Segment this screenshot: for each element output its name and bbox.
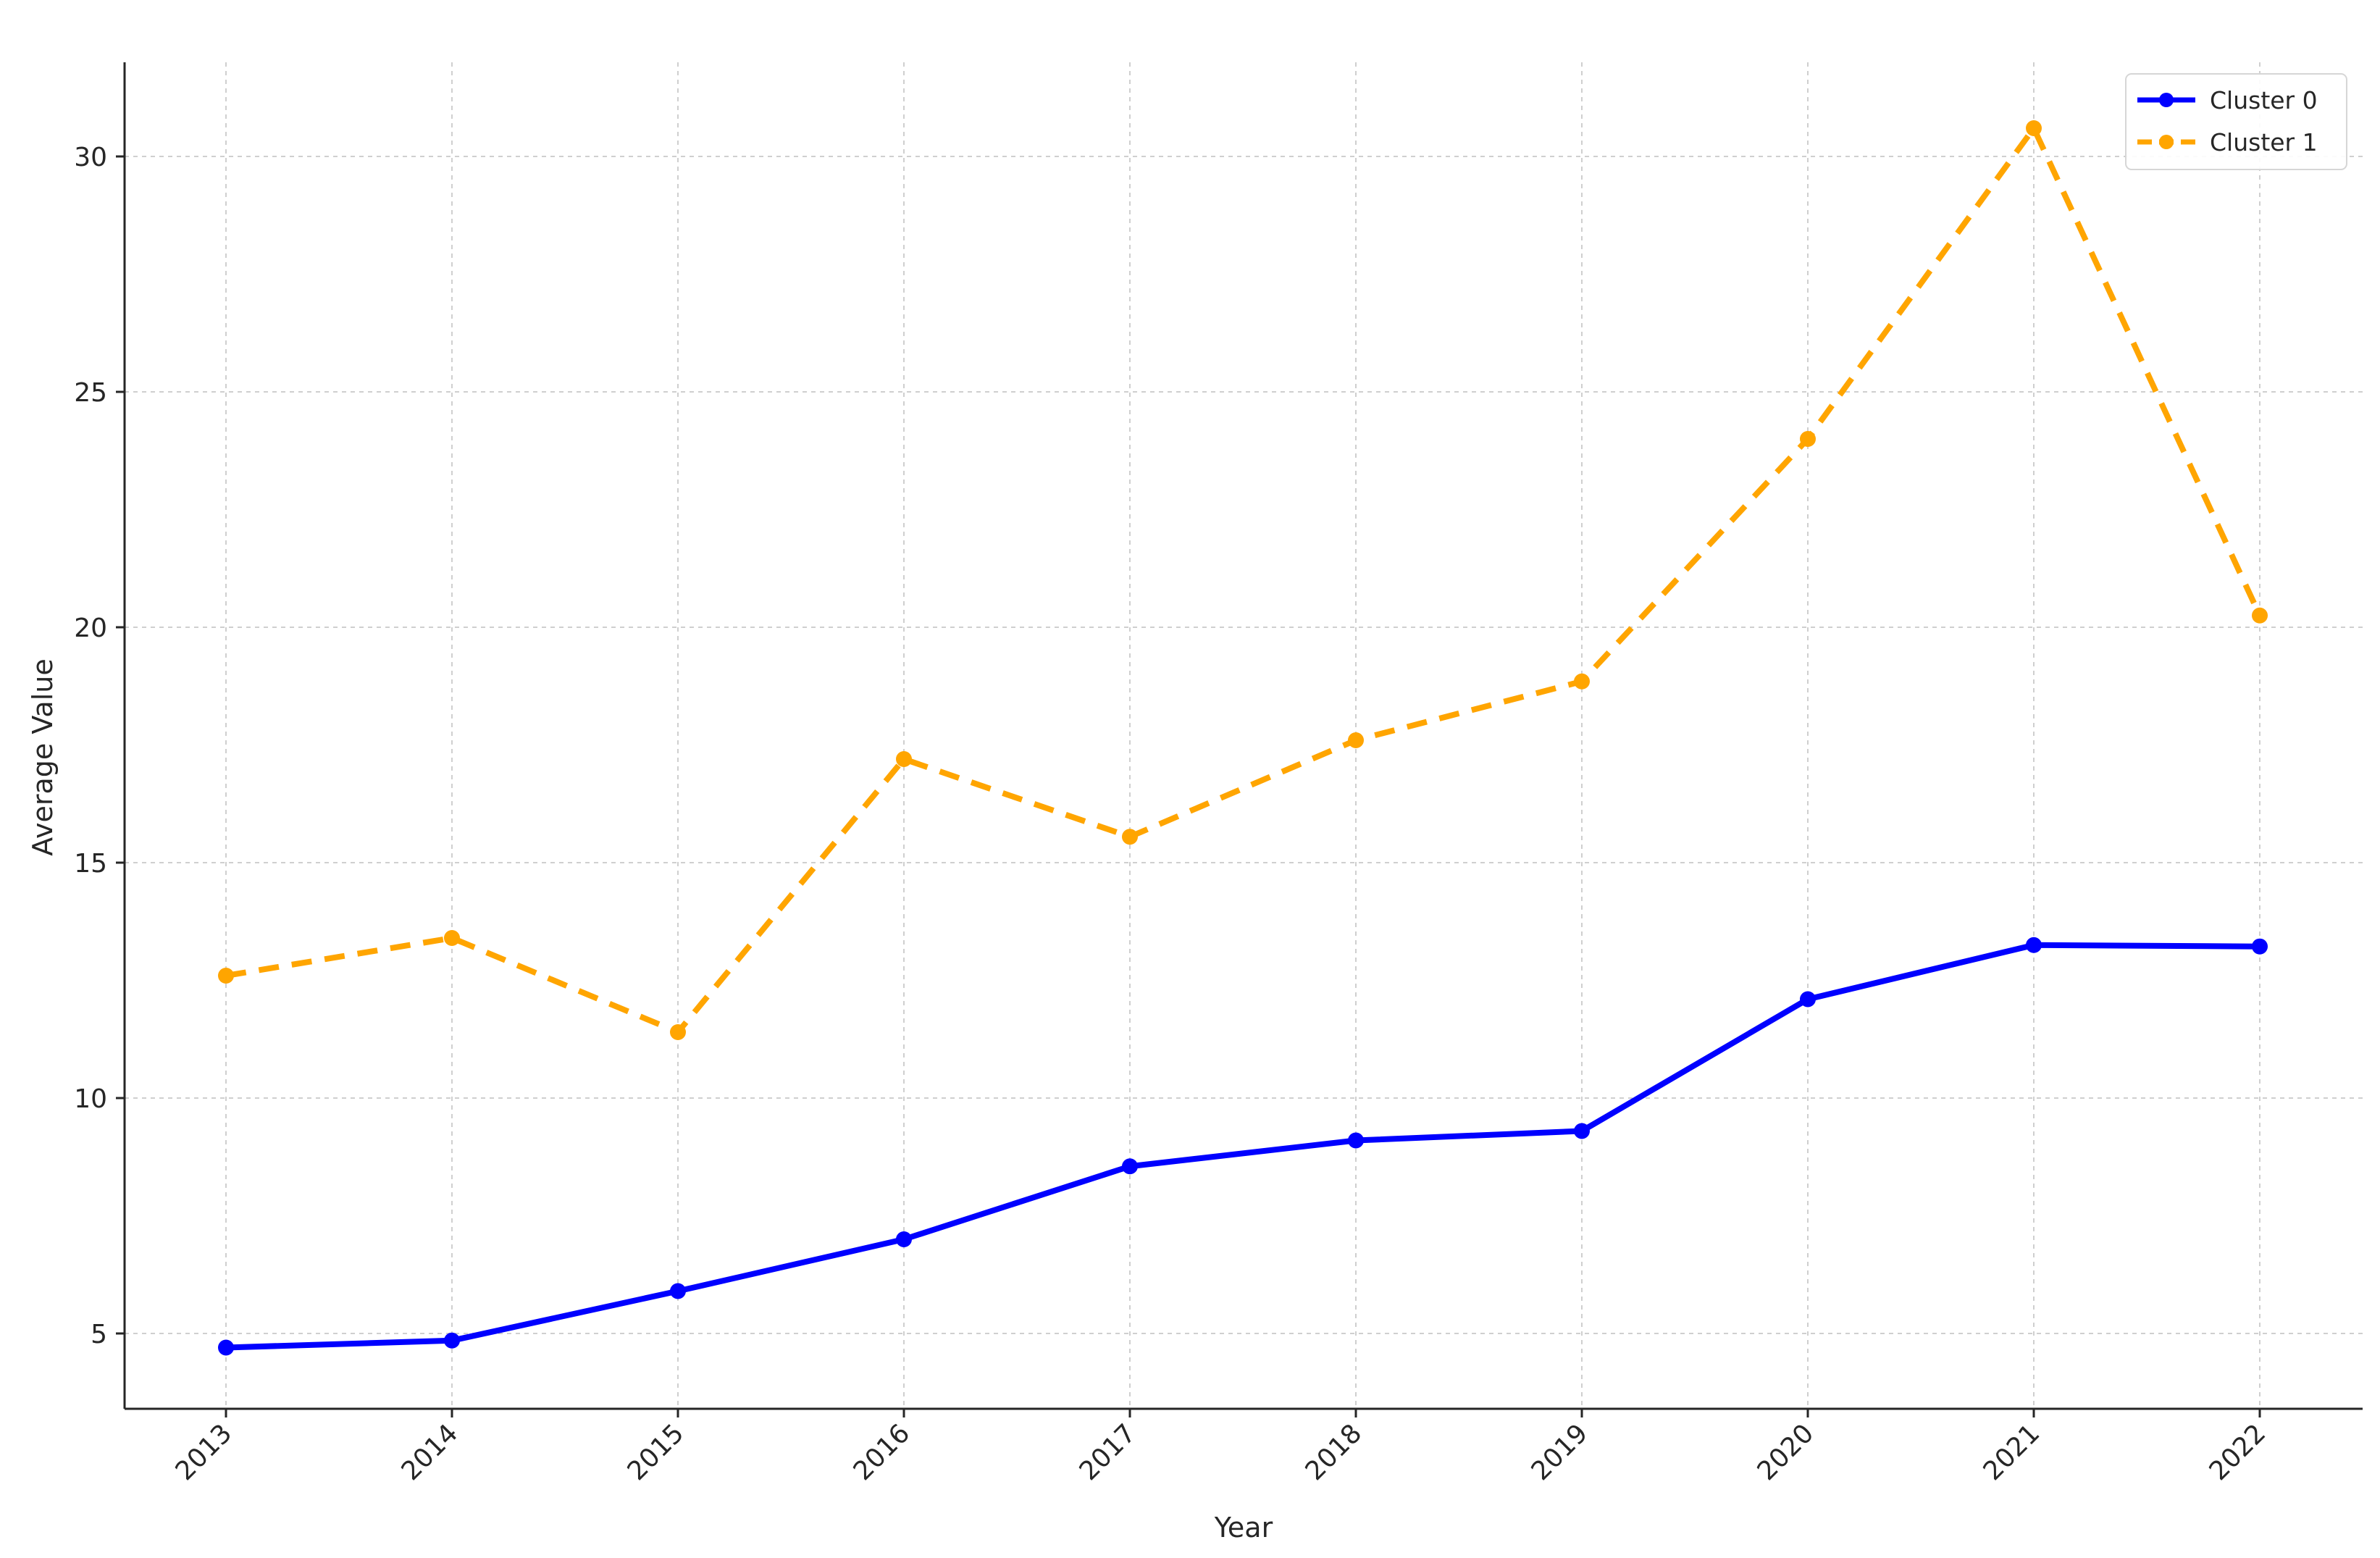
- data-point: [1348, 732, 1364, 748]
- x-tick-label: 2015: [622, 1418, 690, 1486]
- y-tick-label: 10: [74, 1084, 107, 1114]
- data-point: [1348, 1132, 1364, 1149]
- data-point: [444, 930, 460, 946]
- grid: [125, 62, 2363, 1409]
- x-axis-ticks: 2013 2014 2015 2016 2017 2018 2019 2020 2021 2022: [170, 1409, 2272, 1486]
- x-tick-label: 2017: [1074, 1418, 1142, 1486]
- legend-swatch: [2137, 93, 2195, 107]
- legend-swatch: [2137, 135, 2195, 149]
- axes: [123, 62, 2363, 1410]
- data-point: [1122, 829, 1138, 845]
- y-tick-label: 15: [74, 849, 107, 879]
- x-tick-label: 2014: [396, 1418, 464, 1486]
- y-axis-label: Average Value: [27, 658, 59, 855]
- data-point: [896, 751, 912, 767]
- data-point: [1800, 431, 1816, 447]
- y-axis-ticks: 5 10 15 20 25 30: [74, 143, 125, 1349]
- legend-label: Cluster 1: [2210, 128, 2318, 156]
- data-point: [1800, 991, 1816, 1008]
- x-tick-label: 2013: [170, 1418, 238, 1486]
- x-tick-label: 2019: [1526, 1418, 1594, 1486]
- data-point: [2026, 120, 2042, 136]
- data-point: [2026, 937, 2042, 953]
- legend-label: Cluster 0: [2210, 86, 2318, 114]
- legend: Cluster 0 Cluster 1: [2125, 73, 2347, 170]
- data-point: [218, 1339, 234, 1356]
- x-tick-label: 2016: [848, 1418, 916, 1486]
- data-point: [444, 1332, 460, 1349]
- x-tick-label: 2020: [1752, 1418, 1820, 1486]
- data-point: [896, 1231, 912, 1247]
- series-0: [218, 937, 2268, 1356]
- data-point: [670, 1283, 686, 1299]
- data-point: [1122, 1158, 1138, 1175]
- series-line: [225, 125, 2263, 1035]
- data-point: [670, 1024, 686, 1040]
- data-point: [1574, 673, 1590, 690]
- y-tick-label: 30: [74, 143, 107, 172]
- series-line: [223, 942, 2263, 1351]
- series-1: [218, 120, 2268, 1040]
- x-tick-label: 2021: [1978, 1418, 2046, 1486]
- y-tick-label: 5: [91, 1320, 107, 1349]
- y-tick-label: 25: [74, 378, 107, 408]
- data-point: [2252, 938, 2268, 955]
- x-axis-label: Year: [1214, 1512, 1273, 1544]
- y-tick-label: 20: [74, 613, 107, 643]
- data-point: [2252, 607, 2268, 624]
- x-tick-label: 2022: [2204, 1418, 2272, 1486]
- series-layer: [218, 120, 2268, 1356]
- data-point: [218, 968, 234, 984]
- x-tick-label: 2018: [1300, 1418, 1368, 1486]
- data-point: [1574, 1123, 1590, 1139]
